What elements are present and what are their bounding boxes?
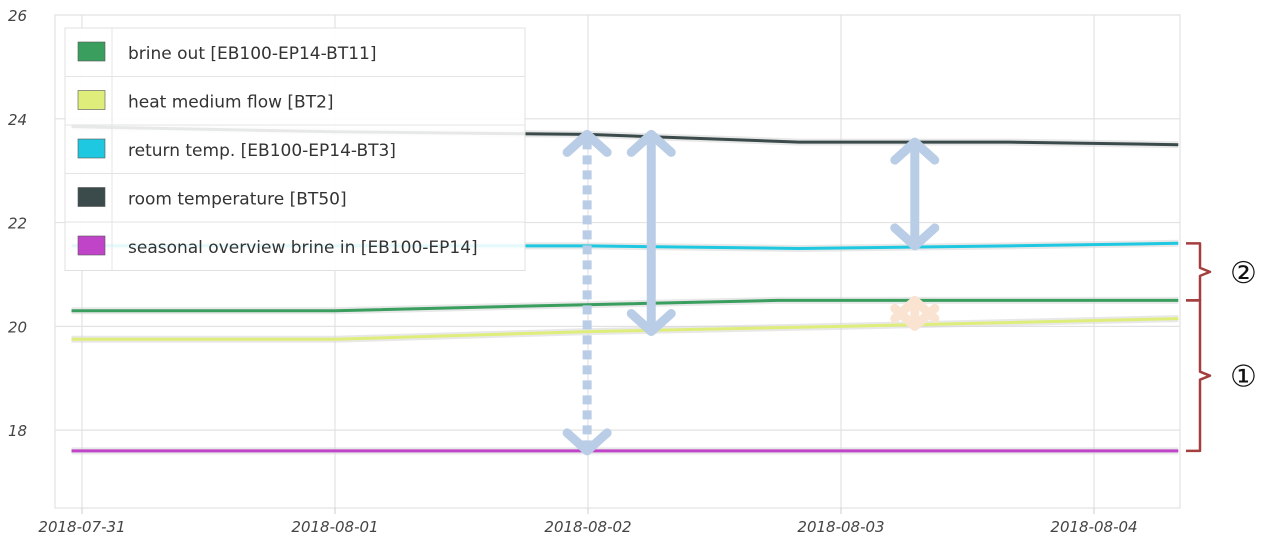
legend-item-2[interactable]: return temp. [EB100-EP14-BT3] [65, 124, 525, 161]
y-tick-label: 18 [8, 422, 27, 440]
legend-box [64, 27, 526, 271]
bracket-0: ② [1186, 242, 1257, 302]
annotation-brackets: ②① [1186, 242, 1257, 453]
legend-swatch [77, 235, 106, 256]
bracket-label: ② [1230, 256, 1257, 291]
x-tick-label: 2018-08-03 [797, 518, 884, 536]
y-tick-label: 24 [8, 111, 27, 129]
legend-swatch [77, 187, 106, 207]
series-line-shadow [71, 296, 1179, 315]
legend-item-3[interactable]: room temperature [BT50] [65, 173, 525, 210]
arrow-head-down [562, 428, 612, 456]
y-tick-label: 20 [8, 318, 27, 336]
arrow-head-up [562, 129, 612, 157]
legend[interactable]: brine out [EB100-EP14-BT11] heat medium f… [64, 27, 526, 271]
y-tick-label: 26 [8, 7, 27, 25]
legend-label: room temperature [BT50] [128, 190, 347, 210]
bracket-label: ① [1230, 360, 1257, 395]
legend-label: seasonal overview brine in [EB100-EP14] [128, 238, 478, 258]
x-tick-label: 2018-08-01 [291, 518, 378, 536]
legend-label: return temp. [EB100-EP14-BT3] [128, 141, 396, 161]
x-axis-ticks: 2018-07-31 2018-08-01 2018-08-02 2018-08-03… [38, 518, 1137, 536]
double-arrow-0 [562, 129, 612, 456]
double-arrow-2 [890, 137, 940, 251]
legend-swatch [77, 90, 106, 110]
y-axis-ticks: 18 20 22 24 26 [8, 7, 27, 440]
double-arrow-1 [626, 129, 676, 337]
x-tick-label: 2018-08-04 [1050, 518, 1137, 536]
y-tick-label: 22 [8, 215, 27, 233]
legend-label: brine out [EB100-EP14-BT11] [128, 44, 376, 64]
bracket-shape [1186, 299, 1212, 453]
legend-item-1[interactable]: heat medium flow [BT2] [65, 76, 525, 113]
arrow-head-down [626, 309, 676, 337]
bracket-shape [1186, 242, 1212, 302]
legend-swatch [77, 138, 106, 159]
annotation-arrows [562, 129, 940, 456]
legend-swatch [77, 41, 106, 62]
arrow-head-down [890, 223, 940, 251]
arrow-head-up [626, 129, 676, 157]
legend-item-4[interactable]: seasonal overview brine in [EB100-EP14] [65, 221, 525, 258]
double-arrow-3 [890, 295, 940, 331]
bracket-1: ① [1186, 299, 1257, 453]
x-tick-label: 2018-08-02 [544, 518, 631, 536]
legend-item-0[interactable]: brine out [EB100-EP14-BT11] [77, 41, 376, 64]
arrow-head-up [890, 137, 940, 165]
series-line-1 [71, 317, 1179, 341]
legend-label: heat medium flow [BT2] [128, 93, 334, 113]
arrow-head-down [890, 303, 940, 331]
x-tick-label: 2018-07-31 [38, 518, 125, 536]
